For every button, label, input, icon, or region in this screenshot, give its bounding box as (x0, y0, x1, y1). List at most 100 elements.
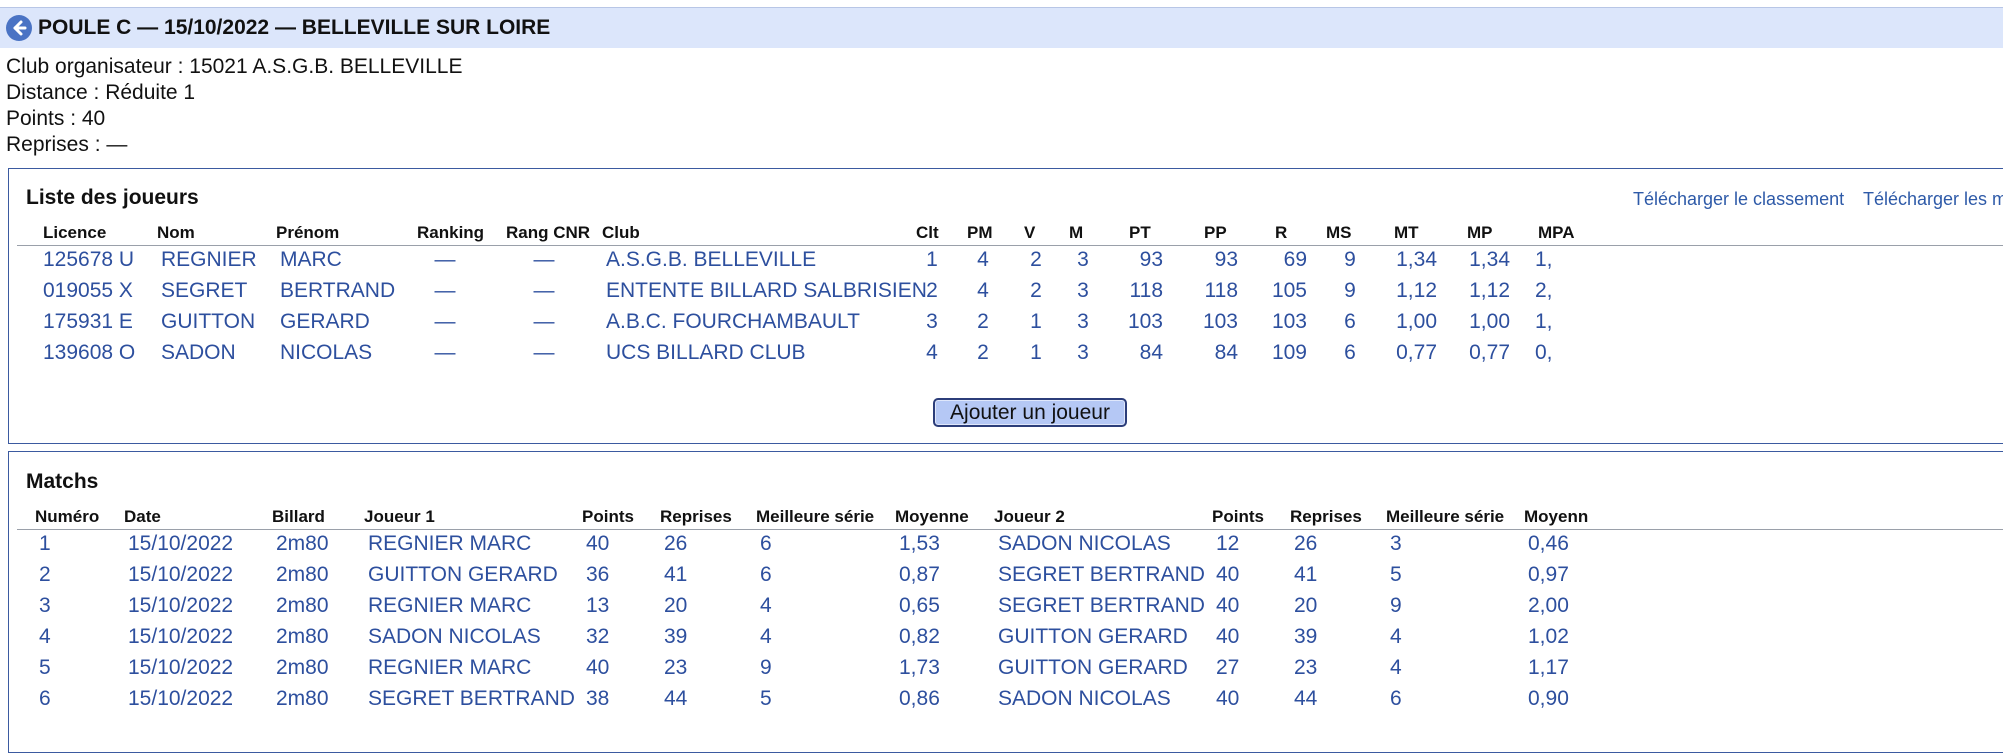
table-cell: 2 (926, 279, 938, 302)
table-cell: 1 (926, 248, 938, 271)
column-header: Points (1212, 507, 1264, 526)
table-cell: REGNIER MARC (368, 532, 532, 555)
player-row[interactable]: 019055 X SEGRET BERTRAND — — ENTENTE BILLARD … (17, 277, 2003, 307)
table-cell: 1,00 (1469, 310, 1510, 333)
column-header: Prénom (276, 223, 340, 242)
table-cell: 23 (664, 656, 688, 679)
table-cell: 15/10/2022 (128, 563, 234, 586)
table-cell: — (533, 248, 555, 271)
table-cell: 2 (1030, 248, 1042, 271)
table-cell: 4 (926, 341, 938, 364)
table-cell: 44 (1294, 687, 1318, 710)
table-cell: 15/10/2022 (128, 594, 234, 617)
table-cell: GUITTON (161, 310, 256, 333)
table-cell: 1 (39, 532, 51, 555)
table-cell: 4 (1390, 656, 1402, 679)
table-cell: — (533, 310, 555, 333)
table-cell: 3 (1077, 310, 1089, 333)
table-cell: 6 (39, 687, 51, 710)
column-header: Billard (272, 507, 325, 526)
table-cell: 1,34 (1396, 248, 1437, 271)
table-cell: 41 (1294, 563, 1318, 586)
table-cell: 15/10/2022 (128, 656, 234, 679)
match-row[interactable]: 5 15/10/2022 2m80 REGNIER MARC 40 23 9 1,73 GUIT… (17, 654, 2003, 684)
column-header: Numéro (35, 507, 100, 526)
table-cell: 1,12 (1396, 279, 1437, 302)
table-cell: 40 (586, 656, 610, 679)
table-cell: 32 (586, 625, 610, 648)
table-cell: 0, (1535, 341, 1553, 364)
table-cell: 118 (1129, 279, 1163, 302)
back-arrow-icon[interactable] (6, 15, 32, 41)
table-cell: 5 (39, 656, 51, 679)
table-cell: 0,90 (1528, 687, 1569, 710)
player-row[interactable]: 125678 U REGNIER MARC — — A.S.G.B. BELLEVILLE… (17, 246, 2003, 276)
table-cell: 4 (1390, 625, 1402, 648)
match-row[interactable]: 4 15/10/2022 2m80 SADON NICOLAS 32 39 4 0,82 GUI… (17, 623, 2003, 653)
table-cell: 4 (977, 248, 989, 271)
table-cell: — (434, 279, 456, 302)
match-row[interactable]: 3 15/10/2022 2m80 REGNIER MARC 13 20 4 0,65 SEGR… (17, 592, 2003, 622)
table-cell: NICOLAS (280, 341, 373, 364)
column-header: PP (1204, 223, 1227, 242)
competition-info: Club organisateur : 15021 A.S.G.B. BELLE… (6, 54, 462, 158)
table-cell: 12 (1216, 532, 1240, 555)
table-cell: 9 (1344, 279, 1356, 302)
match-row[interactable]: 1 15/10/2022 2m80 REGNIER MARC 40 26 6 1,53 SADO… (17, 530, 2003, 560)
column-header: Moyenn (1524, 507, 1589, 526)
column-header: MT (1394, 223, 1419, 242)
table-cell: 9 (760, 656, 772, 679)
matches-panel-title: Matchs (26, 470, 99, 493)
table-cell: 3 (1077, 279, 1089, 302)
table-cell: 4 (760, 625, 772, 648)
table-cell: 0,86 (899, 687, 940, 710)
table-cell: 44 (664, 687, 688, 710)
table-cell: SADON NICOLAS (998, 687, 1171, 710)
table-cell: 2 (977, 341, 989, 364)
column-header: PT (1129, 223, 1151, 242)
table-cell: 15/10/2022 (128, 687, 234, 710)
add-player-button[interactable]: Ajouter un joueur (933, 398, 1127, 427)
download-ranking-link[interactable]: Télécharger le classement (1633, 189, 1845, 209)
table-cell: 1,53 (899, 532, 940, 555)
table-cell: 0,77 (1396, 341, 1437, 364)
column-header: Meilleure série (1386, 507, 1505, 526)
table-cell: 125678 U (43, 248, 135, 271)
table-cell: 109 (1271, 341, 1307, 364)
table-cell: 0,65 (899, 594, 940, 617)
table-cell: GERARD (280, 310, 370, 333)
match-row[interactable]: 6 15/10/2022 2m80 SEGRET BERTRAND 38 44 5 0,86 S… (17, 685, 2003, 715)
column-header: Nom (157, 223, 195, 242)
table-cell: 2m80 (276, 563, 329, 586)
table-cell: SEGRET BERTRAND (998, 563, 1205, 586)
column-header: Meilleure série (756, 507, 875, 526)
table-cell: GUITTON GERARD (998, 625, 1188, 648)
table-cell: 4 (977, 279, 989, 302)
table-cell: 84 (1139, 341, 1163, 364)
table-cell: 1, (1535, 310, 1553, 333)
match-row[interactable]: 2 15/10/2022 2m80 GUITTON GERARD 36 41 6 0,87 SE… (17, 561, 2003, 591)
player-row[interactable]: 139608 O SADON NICOLAS — — UCS BILLARD CLUB 4 2… (17, 339, 2003, 369)
table-cell: 118 (1204, 279, 1238, 302)
table-cell: ENTENTE BILLARD SALBRISIEN (606, 279, 927, 302)
table-cell: 3 (1077, 248, 1089, 271)
table-cell: 139608 O (43, 341, 136, 364)
table-cell: — (434, 310, 456, 333)
column-header: Reprises (660, 507, 732, 526)
table-cell: 1,17 (1528, 656, 1569, 679)
player-row[interactable]: 175931 E GUITTON GERARD — — A.B.C. FOURCHAMBA… (17, 308, 2003, 338)
table-cell: 40 (1216, 625, 1240, 648)
table-cell: 6 (1344, 310, 1356, 333)
column-header: Reprises (1290, 507, 1362, 526)
table-cell: 1 (1030, 341, 1042, 364)
table-cell: MARC (280, 248, 342, 271)
table-cell: 20 (664, 594, 688, 617)
table-cell: — (434, 341, 456, 364)
column-header: MPA (1538, 223, 1575, 242)
table-cell: BERTRAND (280, 279, 396, 302)
download-matches-link[interactable]: Télécharger les m (1863, 189, 2003, 209)
table-cell: 93 (1214, 248, 1238, 271)
table-cell: GUITTON GERARD (368, 563, 558, 586)
table-cell: 27 (1216, 656, 1240, 679)
table-cell: 1,34 (1469, 248, 1510, 271)
